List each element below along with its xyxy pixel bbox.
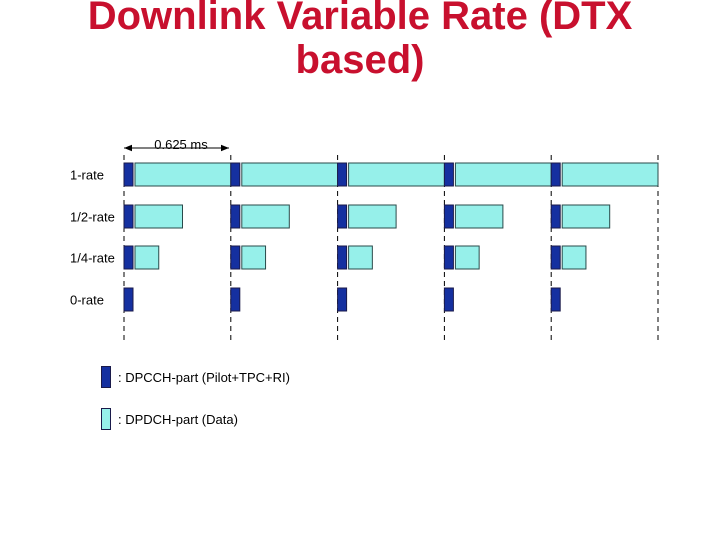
rate-label: 1/2-rate (70, 210, 115, 225)
dpdch-block (561, 162, 659, 187)
rate-label: 1-rate (70, 168, 104, 183)
dpcch-block (230, 204, 241, 229)
dpcch-block (550, 245, 561, 270)
rate-rows: 1-rate 1/2-rate 1/4-rate 0-rate (70, 162, 659, 312)
duration-label: 0.625 ms (154, 137, 208, 152)
legend-dpdch-swatch (101, 408, 111, 430)
dpdch-block (348, 162, 445, 187)
dpdch-block (454, 245, 480, 270)
dpdch-block (561, 204, 611, 229)
dpcch-block (550, 162, 561, 187)
dpdch-block (561, 245, 587, 270)
dpcch-block (337, 245, 348, 270)
legend-dpdch-text: : DPDCH-part (Data) (118, 412, 238, 427)
dpdch-block (454, 204, 504, 229)
dpcch-block (443, 287, 454, 312)
dpdch-block (348, 204, 397, 229)
dpdch-block (241, 245, 267, 270)
title-line-1: Downlink Variable Rate (DTX (87, 0, 633, 38)
legend-dpcch-text: : DPCCH-part (Pilot+TPC+RI) (118, 370, 290, 385)
dpcch-block (230, 245, 241, 270)
rate-label: 1/4-rate (70, 251, 115, 266)
dpdch-block (241, 204, 290, 229)
duration-marker: 0.625 ms (124, 137, 229, 152)
dpcch-block (337, 162, 348, 187)
dpcch-block (443, 245, 454, 270)
page-title: Downlink Variable Rate (DTX based) (0, 0, 720, 82)
dpcch-block (230, 287, 241, 312)
dpdch-block (348, 245, 373, 270)
rate-row: 0-rate (70, 287, 561, 312)
rate-row: 1-rate (70, 162, 659, 187)
legend-dpcch-swatch (101, 366, 111, 388)
dpcch-block (550, 287, 561, 312)
dpcch-block (443, 162, 454, 187)
rate-row: 1/2-rate (70, 204, 611, 229)
dpcch-block (443, 204, 454, 229)
dpcch-block (337, 204, 348, 229)
dpcch-block (550, 204, 561, 229)
dpdch-block (134, 204, 183, 229)
dpcch-block (123, 204, 134, 229)
dpcch-block (230, 162, 241, 187)
title-line-2: based) (295, 38, 425, 82)
rate-row: 1/4-rate (70, 245, 587, 270)
dpdch-block (134, 245, 160, 270)
dpdch-block (241, 162, 339, 187)
dpdch-block (454, 162, 552, 187)
dpcch-block (123, 287, 134, 312)
dpdch-block (134, 162, 232, 187)
dpcch-block (337, 287, 348, 312)
rate-label: 0-rate (70, 293, 104, 308)
dpcch-block (123, 245, 134, 270)
dpcch-block (123, 162, 134, 187)
